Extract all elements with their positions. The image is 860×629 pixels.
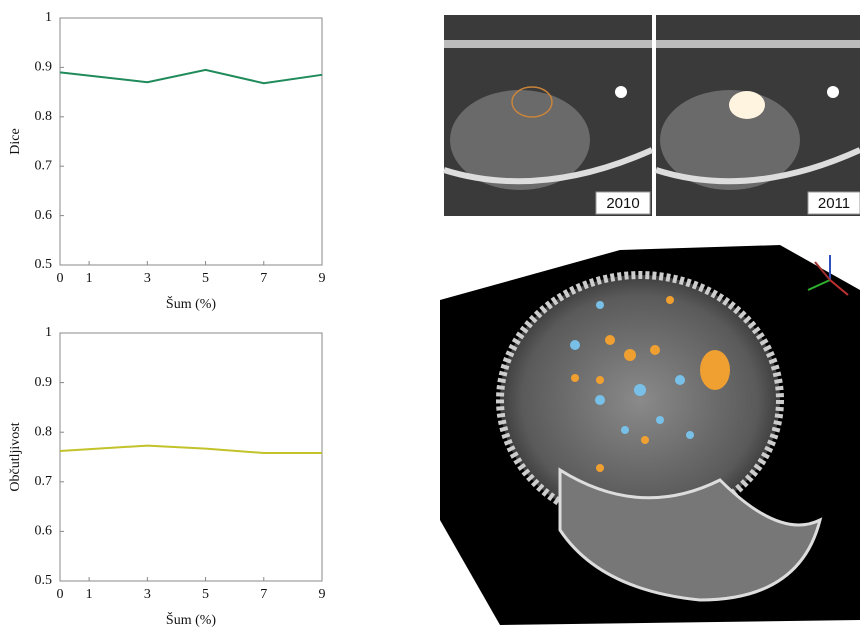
scan-2011 <box>656 15 860 216</box>
x-tick-label: 0 <box>57 271 64 286</box>
y-tick-label: 1 <box>45 10 52 25</box>
y-tick-label: 1 <box>45 325 52 340</box>
x-tick-label: 7 <box>260 271 267 286</box>
data-line <box>60 70 322 83</box>
y-tick-label: 0.6 <box>35 208 53 223</box>
y-tick-label: 0.5 <box>35 257 53 272</box>
y-tick-label: 0.9 <box>35 375 53 390</box>
figure: 2010 2011 0.5 0.6 0.7 0.8 0.9 1 0 1 3 5 7 9 Šum (%) D… <box>0 0 860 629</box>
data-line <box>60 446 322 453</box>
y-tick-label: 0.9 <box>35 60 53 75</box>
axes-frame <box>60 18 322 265</box>
x-tick-label: 7 <box>260 587 267 602</box>
x-tick-label: 1 <box>86 271 93 286</box>
y-axis-label: Občutljivost <box>8 422 23 491</box>
x-tick-label: 3 <box>144 587 151 602</box>
x-tick-label: 9 <box>319 587 326 602</box>
x-tick-label: 0 <box>57 587 64 602</box>
x-tick-label: 3 <box>144 271 151 286</box>
y-axis-label: Dice <box>8 128 23 154</box>
scan-2010 <box>444 15 652 216</box>
x-tick-label: 5 <box>202 587 209 602</box>
x-axis-label: Šum (%) <box>166 295 217 312</box>
x-axis-label: Šum (%) <box>166 611 217 628</box>
y-tick-label: 0.7 <box>35 158 53 173</box>
y-tick-label: 0.7 <box>35 474 53 489</box>
x-tick-label: 1 <box>86 587 93 602</box>
brain-render <box>440 245 860 625</box>
x-tick-label: 9 <box>319 271 326 286</box>
scan-year: 2011 <box>818 195 850 212</box>
y-tick-label: 0.6 <box>35 524 53 539</box>
axes-frame <box>60 333 322 581</box>
y-tick-label: 0.5 <box>35 573 53 588</box>
scan-year: 2010 <box>606 195 639 212</box>
x-tick-label: 5 <box>202 271 209 286</box>
y-tick-label: 0.8 <box>35 109 53 124</box>
y-tick-label: 0.8 <box>35 424 53 439</box>
